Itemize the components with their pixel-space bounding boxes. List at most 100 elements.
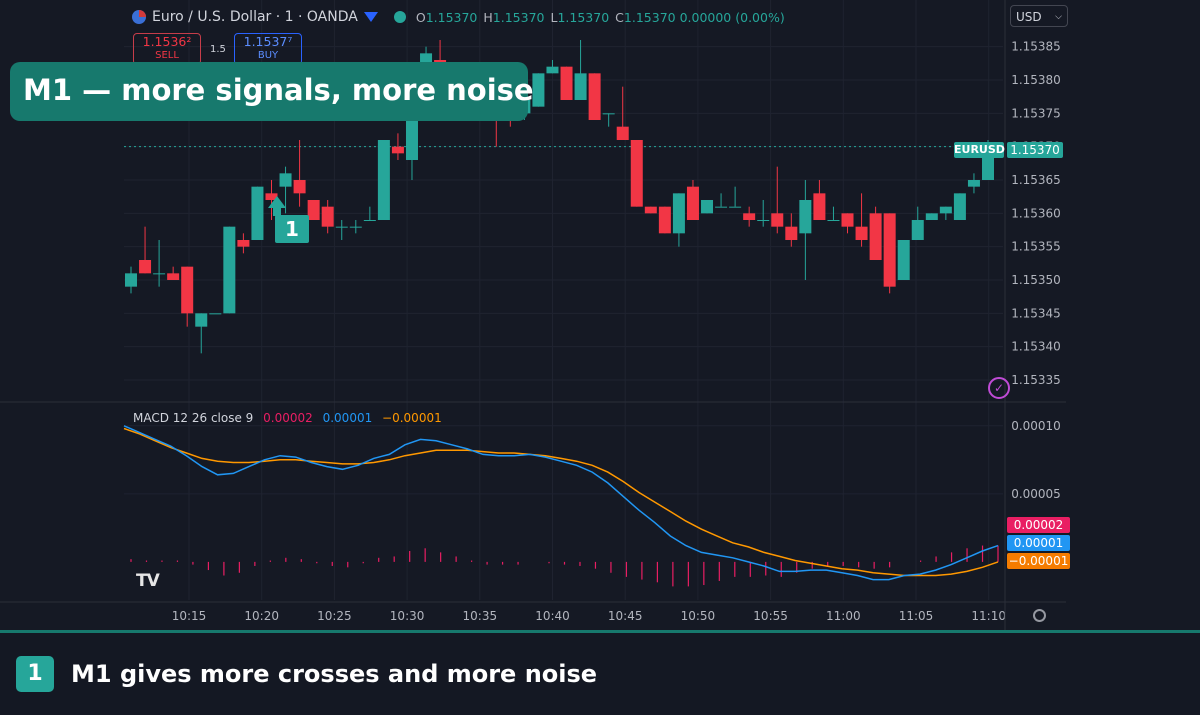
x-tick-label: 11:10: [971, 609, 1006, 623]
candle-body: [125, 273, 137, 287]
y-tick-label: 1.15335: [1011, 373, 1061, 387]
candle-body: [363, 220, 376, 221]
candle-body: [237, 240, 250, 247]
sell-label: SELL: [155, 50, 179, 61]
x-tick-label: 10:50: [681, 609, 716, 623]
macd-y-tick-label: 0.00010: [1011, 419, 1061, 433]
chart-area[interactable]: 10:15 10:20 10:25 10:30 10:35 10:40 10:45 10:50…: [0, 0, 1200, 630]
candle-body: [925, 213, 938, 220]
candle-body: [616, 126, 629, 140]
candle-body: [911, 220, 924, 240]
candle-body: [532, 73, 545, 107]
ohlc-key: L: [550, 9, 558, 25]
candle-body: [602, 113, 615, 115]
spread-value: 1.5: [210, 44, 226, 55]
macd-signal-tag: −0.00001: [1007, 553, 1070, 569]
candle-body: [209, 313, 222, 315]
candle-body: [855, 226, 868, 240]
y-tick-label: 1.15340: [1011, 340, 1061, 354]
candle-body: [644, 206, 657, 214]
lightning-icon[interactable]: ✓: [988, 377, 1010, 399]
x-tick-label: 10:30: [390, 609, 425, 623]
y-tick-label: 1.15350: [1011, 273, 1061, 287]
y-tick-label: 1.15385: [1011, 40, 1061, 54]
currency-select[interactable]: USD ⌵: [1010, 5, 1068, 27]
candle-body: [701, 200, 714, 214]
macd-legend[interactable]: MACD 12 26 close 9 0.00002 0.00001 −0.00…: [133, 411, 442, 425]
candle-body: [658, 206, 671, 234]
symbol-header[interactable]: Euro / U.S. Dollar · 1 · OANDA O1.15370 H…: [132, 8, 791, 26]
y-tick-label: 1.15360: [1011, 206, 1061, 220]
caption-number: 1: [16, 656, 54, 692]
x-tick-label: 10:40: [535, 609, 570, 623]
tradingview-logo[interactable]: TV: [136, 571, 160, 591]
caption-bar: 1 M1 gives more crosses and more noise: [0, 630, 1200, 715]
candle-body: [827, 220, 840, 221]
market-status-icon: [393, 11, 406, 23]
symbol-title[interactable]: Euro / U.S. Dollar · 1 · OANDA: [152, 9, 358, 25]
candle-body: [869, 213, 882, 260]
candle-body: [672, 193, 685, 234]
candle-body: [813, 193, 826, 220]
y-tick-label: 1.15345: [1011, 306, 1061, 320]
arrow-stem: [273, 206, 281, 216]
candle-body: [195, 313, 208, 327]
flag-marker-icon[interactable]: [363, 12, 378, 22]
caption-text: M1 gives more crosses and more noise: [71, 660, 598, 688]
macd-hist-tag: 0.00002: [1007, 517, 1070, 533]
candle-body: [167, 273, 180, 280]
candle-body: [293, 180, 306, 194]
candle-body: [391, 146, 404, 154]
macd-line-tag: 0.00001: [1007, 535, 1070, 551]
sell-button[interactable]: 1.1536² SELL: [133, 33, 201, 65]
candle-body: [349, 226, 362, 228]
candle-body: [743, 213, 756, 220]
candle-body: [153, 273, 166, 275]
gear-icon[interactable]: [1033, 609, 1046, 622]
signal-marker: 1: [275, 215, 309, 243]
ohlc-value: 1.15370: [425, 9, 478, 25]
candle-body: [307, 200, 320, 220]
ohlc-key: H: [483, 9, 493, 25]
candle-body: [715, 206, 728, 208]
buy-label: BUY: [257, 50, 279, 61]
ohlc-value: 1.15370: [492, 9, 545, 25]
macd-legend-title: MACD 12 26 close 9: [133, 411, 254, 425]
y-tick-label: 1.15375: [1011, 106, 1061, 120]
buy-price: 1.1537⁷: [243, 34, 293, 49]
candle-body: [883, 213, 896, 287]
y-tick-label: 1.15380: [1011, 73, 1061, 87]
x-tick-label: 10:55: [753, 609, 788, 623]
x-tick-label: 10:20: [244, 609, 279, 623]
candle-body: [897, 240, 910, 280]
candle-body: [630, 140, 643, 207]
candle-body: [546, 66, 559, 74]
candle-body: [335, 226, 348, 228]
y-tick-label: 1.15355: [1011, 240, 1061, 254]
last-price-tag: 1.15370: [1007, 142, 1063, 158]
candle-body: [729, 206, 742, 208]
candle-body: [139, 260, 152, 274]
candle-body: [799, 200, 812, 234]
ohlc-readout: O1.15370 H1.15370 L1.15370 C1.15370 0.00000…: [416, 10, 791, 25]
arrow-up-icon: [268, 196, 286, 208]
timeframe-banner: M1 — more signals, more noise: [10, 62, 534, 121]
ohlc-value: 1.15370 0.00000 (0.00%): [623, 9, 785, 25]
macd-line-value: 0.00001: [322, 411, 373, 425]
macd-line: [123, 425, 999, 581]
x-tick-label: 11:05: [899, 609, 934, 623]
candle-body: [588, 73, 601, 120]
candle-body: [686, 186, 699, 220]
candle-body: [967, 180, 980, 187]
macd-y-tick-label: 0.00005: [1011, 487, 1061, 501]
candle-body: [785, 226, 798, 240]
candle-body: [321, 206, 334, 227]
candle-body: [377, 140, 390, 220]
x-tick-label: 10:45: [608, 609, 643, 623]
macd-hist-value: 0.00002: [263, 411, 313, 425]
candle-body: [560, 66, 573, 100]
candle-body: [251, 186, 264, 240]
candle-body: [574, 73, 587, 100]
buy-button[interactable]: 1.1537⁷ BUY: [234, 33, 302, 65]
macd-signal-line: [123, 427, 999, 577]
